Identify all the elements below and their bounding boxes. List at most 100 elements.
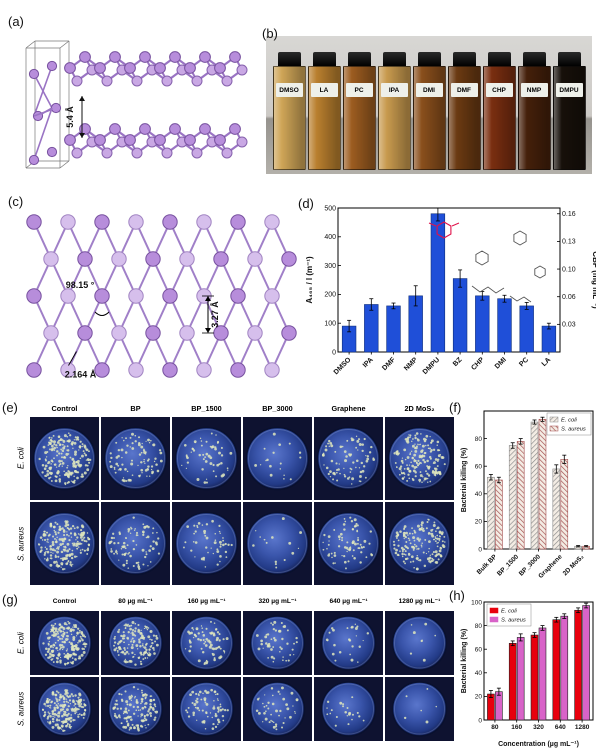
solvent-vial: DMSO <box>272 52 306 170</box>
bp-lattice-top-view: 98.15 ° 2.164 Å 3.27 Å <box>12 202 302 394</box>
svg-text:0: 0 <box>332 349 336 356</box>
svg-text:DMSO: DMSO <box>333 356 353 376</box>
dish-column-header: 2D MoS₂ <box>404 403 435 413</box>
vial-liquid: DMSO <box>272 66 306 170</box>
vial-label: DMPU <box>555 83 583 97</box>
svg-text:80: 80 <box>475 623 483 630</box>
petri-dish-photo <box>385 502 454 585</box>
vial-cap <box>277 52 301 66</box>
svg-text:Concentration (µg mL⁻¹): Concentration (µg mL⁻¹) <box>498 741 579 748</box>
panel-c-label: (c) <box>8 194 24 209</box>
svg-text:0.13: 0.13 <box>562 239 576 246</box>
svg-text:IPA: IPA <box>362 356 375 369</box>
svg-text:S. aureus: S. aureus <box>561 427 586 433</box>
petri-dish-photo <box>30 611 99 675</box>
dish-column-header: 80 µg mL⁻¹ <box>118 598 153 606</box>
svg-text:20: 20 <box>475 694 483 701</box>
panel-e-label: (e) <box>2 400 18 415</box>
vial-label: LA <box>310 83 338 97</box>
vial-label: PC <box>345 83 373 97</box>
svg-text:100: 100 <box>324 321 336 328</box>
svg-text:160: 160 <box>511 724 522 731</box>
solvent-vial: IPA <box>377 52 411 170</box>
svg-text:40: 40 <box>475 491 483 498</box>
layer-spacing-annotation: 5.4 Å <box>65 106 75 128</box>
bp-crystal-side-view: 5.4 Å <box>12 12 264 192</box>
petri-dish-photo <box>101 502 170 585</box>
svg-text:Bacterial killing (%): Bacterial killing (%) <box>461 448 468 513</box>
vial-liquid: PC <box>342 66 376 170</box>
solvent-dispersion-chart: 0 100 200 300 400 500 0.03 0.06 0.10 0.13 0.16 DMSO… <box>304 198 600 398</box>
dish-column-header: Graphene <box>331 403 366 413</box>
solvent-vial: LA <box>307 52 341 170</box>
vial-liquid: NMP <box>517 66 551 170</box>
petri-dish-photo <box>243 502 312 585</box>
svg-text:CHP: CHP <box>470 356 486 372</box>
vial-label: DMSO <box>275 83 303 97</box>
svg-text:80: 80 <box>475 436 483 443</box>
dish-column-header: 640 µg mL⁻¹ <box>329 598 368 606</box>
vial-liquid: DMF <box>447 66 481 170</box>
chart-d-svg: 0 100 200 300 400 500 0.03 0.06 0.10 0.13 0.16 DMSO… <box>305 205 600 376</box>
solvent-vial: CHP <box>482 52 516 170</box>
vial-cap <box>347 52 371 66</box>
petri-dish-photo <box>243 417 312 500</box>
solvent-vial: NMP <box>517 52 551 170</box>
svg-text:400: 400 <box>324 234 336 241</box>
dish-column-header: BP_1500 <box>191 403 222 413</box>
material-killing-chart: 0 20 40 60 80 Bulk BP BP_1500 BP_3000 Graphene 2D… <box>458 403 598 589</box>
svg-text:DMPU: DMPU <box>422 356 442 376</box>
svg-text:40: 40 <box>475 670 483 677</box>
petri-dish-photo <box>30 502 99 585</box>
petri-dish-photo <box>172 677 241 741</box>
petri-dish-photo <box>385 611 454 675</box>
vial-liquid: CHP <box>482 66 516 170</box>
svg-text:0.03: 0.03 <box>562 322 576 329</box>
petri-dish-photo <box>172 502 241 585</box>
petri-dish-photo <box>101 677 170 741</box>
svg-text:LA: LA <box>541 356 553 368</box>
dish-row-label: S. aureus <box>16 691 26 727</box>
svg-text:0.06: 0.06 <box>562 294 576 301</box>
svg-text:BZ: BZ <box>452 356 464 368</box>
solvent-vials-photo: DMSO LA PC IPA DMI DMF CHP NMP DMPU <box>266 36 592 174</box>
petri-dish-photo <box>101 611 170 675</box>
svg-text:1280: 1280 <box>575 724 590 731</box>
vial-label: CHP <box>485 83 513 97</box>
solvent-vial: PC <box>342 52 376 170</box>
petri-dish-photo <box>172 611 241 675</box>
svg-text:DMF: DMF <box>381 356 397 372</box>
svg-text:Graphene: Graphene <box>537 553 564 580</box>
petri-dish-photo <box>30 677 99 741</box>
petri-dish-photo <box>243 611 312 675</box>
panel-f-label: (f) <box>449 400 462 415</box>
interlayer-spacing-annotation: 3.27 Å <box>210 301 220 328</box>
svg-text:0.16: 0.16 <box>562 211 576 218</box>
dish-row-label: E. coli <box>16 632 26 654</box>
svg-text:NMP: NMP <box>403 356 419 372</box>
svg-text:0: 0 <box>478 717 482 724</box>
svg-text:Bacterial killing (%): Bacterial killing (%) <box>461 629 468 694</box>
svg-text:2D MoS₂: 2D MoS₂ <box>562 553 586 577</box>
panel-b-label: (b) <box>262 26 278 41</box>
svg-text:640: 640 <box>555 724 566 731</box>
vial-cap <box>382 52 406 66</box>
petri-dish-photo <box>314 417 383 500</box>
svg-text:PC: PC <box>518 356 530 368</box>
svg-text:20: 20 <box>475 519 483 526</box>
svg-text:A₄₆₅ / l (m⁻¹): A₄₆₅ / l (m⁻¹) <box>305 256 314 304</box>
dish-row-label: S. aureus <box>16 526 26 561</box>
petri-dish-photo <box>314 611 383 675</box>
svg-text:0: 0 <box>478 546 482 553</box>
solvent-vial: DMF <box>447 52 481 170</box>
vial-cap <box>487 52 511 66</box>
dish-column-header: BP_3000 <box>262 403 293 413</box>
vial-liquid: LA <box>307 66 341 170</box>
vial-cap <box>312 52 336 66</box>
petri-dish-photo <box>314 502 383 585</box>
svg-text:0.10: 0.10 <box>562 266 576 273</box>
vial-cap <box>452 52 476 66</box>
bp-side-view-svg: 5.4 Å <box>25 40 248 169</box>
panel-h-label: (h) <box>449 588 465 603</box>
